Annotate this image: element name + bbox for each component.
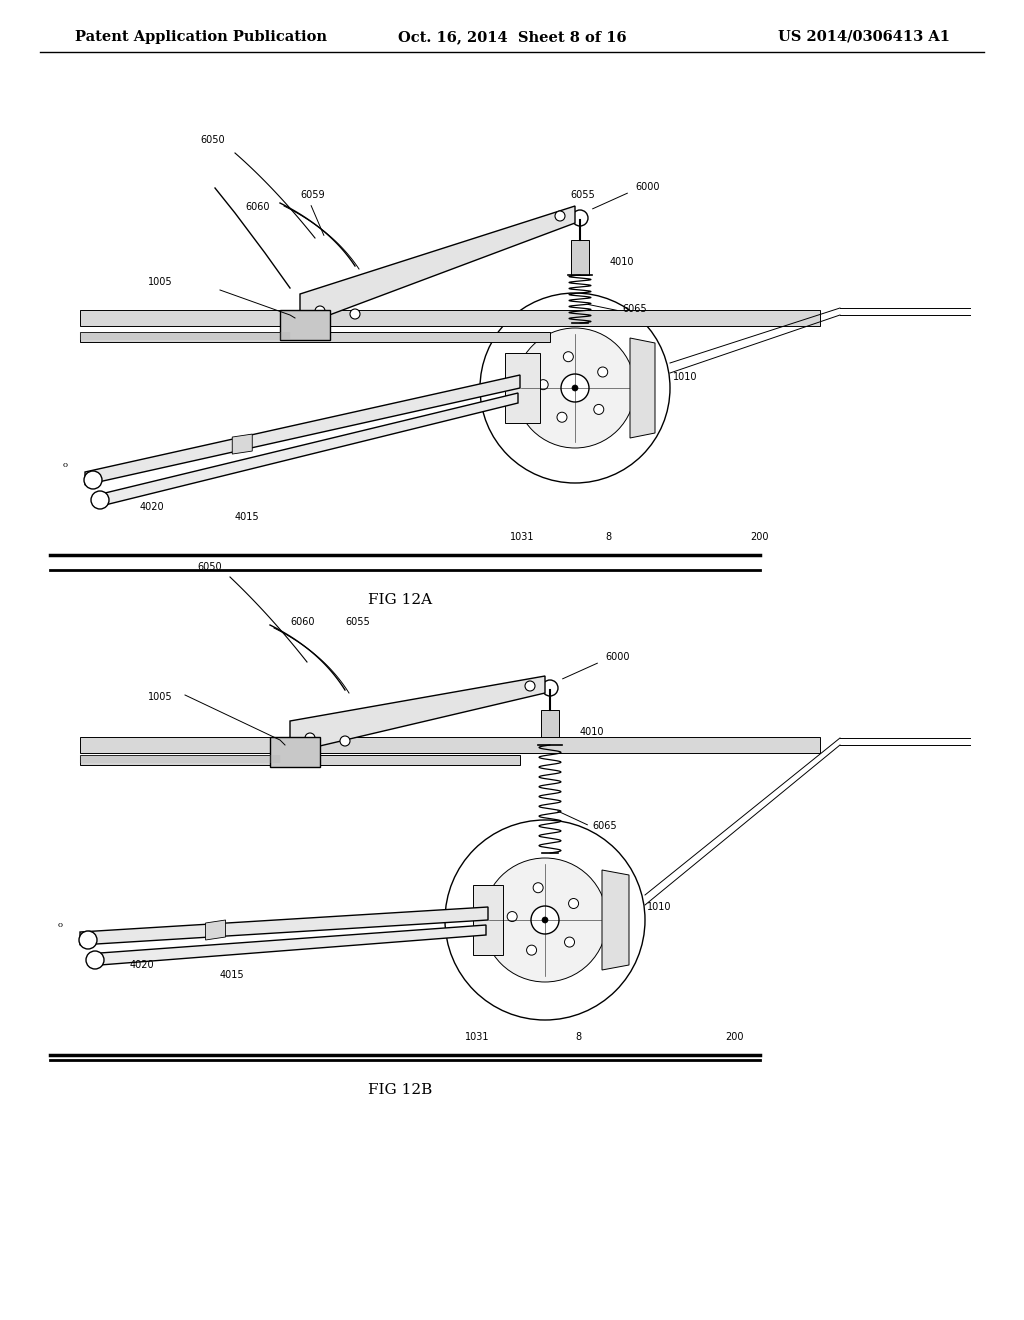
Polygon shape: [290, 676, 545, 752]
Circle shape: [515, 327, 635, 447]
Text: FIG 12A: FIG 12A: [368, 593, 432, 607]
Circle shape: [557, 412, 567, 422]
Text: 6050: 6050: [197, 562, 221, 572]
Circle shape: [542, 917, 548, 923]
Text: 6060: 6060: [245, 202, 269, 213]
Polygon shape: [80, 333, 550, 342]
Circle shape: [598, 367, 607, 378]
Circle shape: [572, 385, 578, 391]
Text: 4015: 4015: [234, 512, 260, 521]
Circle shape: [483, 858, 607, 982]
Polygon shape: [602, 870, 629, 970]
Circle shape: [539, 380, 548, 389]
Circle shape: [315, 306, 325, 315]
Polygon shape: [85, 375, 520, 484]
Circle shape: [561, 374, 589, 403]
Circle shape: [542, 680, 558, 696]
Text: US 2014/0306413 A1: US 2014/0306413 A1: [778, 30, 950, 44]
Circle shape: [340, 737, 350, 746]
Circle shape: [555, 211, 565, 220]
Polygon shape: [80, 737, 820, 752]
Text: 8: 8: [575, 1032, 582, 1041]
Polygon shape: [270, 737, 319, 767]
Text: 1005: 1005: [148, 692, 173, 702]
Circle shape: [568, 899, 579, 908]
Polygon shape: [80, 310, 820, 326]
Polygon shape: [80, 755, 520, 766]
Text: 6065: 6065: [622, 305, 646, 314]
Polygon shape: [505, 352, 540, 422]
Text: 6055: 6055: [570, 190, 595, 201]
Text: 1031: 1031: [465, 1032, 489, 1041]
Text: 1010: 1010: [647, 902, 672, 912]
Text: 6060: 6060: [290, 616, 314, 627]
Circle shape: [563, 351, 573, 362]
Circle shape: [526, 945, 537, 956]
Text: o: o: [62, 461, 68, 469]
Text: 4020: 4020: [130, 960, 155, 970]
Text: 6000: 6000: [635, 182, 659, 191]
Text: 4010: 4010: [610, 257, 635, 267]
Polygon shape: [571, 240, 589, 275]
Text: 6055: 6055: [345, 616, 370, 627]
Text: Patent Application Publication: Patent Application Publication: [75, 30, 327, 44]
Text: 4010: 4010: [580, 727, 604, 737]
Text: 6065: 6065: [592, 821, 616, 832]
Polygon shape: [206, 920, 225, 940]
Text: 6000: 6000: [605, 652, 630, 663]
Text: 1005: 1005: [148, 277, 173, 286]
Polygon shape: [541, 710, 559, 744]
Circle shape: [564, 937, 574, 946]
Polygon shape: [300, 206, 575, 326]
Text: 8: 8: [605, 532, 611, 543]
Circle shape: [572, 210, 588, 226]
Circle shape: [525, 681, 535, 690]
Circle shape: [531, 906, 559, 935]
Circle shape: [594, 404, 604, 414]
Circle shape: [507, 912, 517, 921]
Polygon shape: [105, 393, 518, 506]
Polygon shape: [280, 310, 330, 341]
Text: 200: 200: [725, 1032, 743, 1041]
Polygon shape: [100, 925, 486, 965]
Polygon shape: [232, 434, 252, 454]
Polygon shape: [80, 907, 488, 945]
Text: 6050: 6050: [200, 135, 224, 145]
Text: FIG 12B: FIG 12B: [368, 1082, 432, 1097]
Text: 1031: 1031: [510, 532, 535, 543]
Circle shape: [86, 950, 104, 969]
Circle shape: [84, 471, 102, 488]
Text: 1010: 1010: [673, 372, 697, 381]
Polygon shape: [630, 338, 655, 438]
Circle shape: [350, 309, 360, 319]
Text: Oct. 16, 2014  Sheet 8 of 16: Oct. 16, 2014 Sheet 8 of 16: [397, 30, 627, 44]
Text: 4020: 4020: [140, 502, 165, 512]
Circle shape: [534, 883, 543, 892]
Circle shape: [91, 491, 109, 510]
Circle shape: [79, 931, 97, 949]
Text: 6059: 6059: [300, 190, 325, 201]
Text: 200: 200: [750, 532, 768, 543]
Text: 4015: 4015: [220, 970, 245, 979]
Text: o: o: [57, 921, 62, 929]
Polygon shape: [473, 884, 503, 954]
Circle shape: [305, 733, 315, 743]
